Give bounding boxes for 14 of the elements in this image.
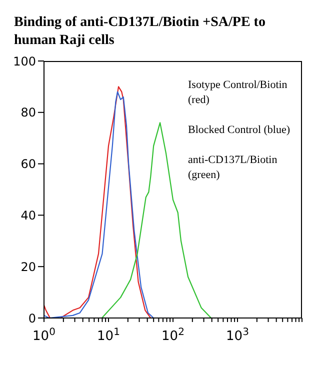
x-tick-label: 10$^{3}$ [226,326,249,344]
chart-title: Binding of anti-CD137L/Biotin +SA/PE to human Raji cells [13,14,266,50]
y-tick-label: 60 [20,157,36,172]
annotation: Blocked Control (blue) [188,123,292,138]
y-tick-label: 20 [20,260,36,274]
x-tick-label: 10$^{0}$ [32,326,56,344]
y-tick-label: 40 [20,208,36,222]
x-tick-label: 10$^{1}$ [97,326,120,344]
annotation: anti-CD137L/Biotin (green) [188,153,278,183]
annotation: Isotype Control/Biotin (red) [188,78,288,108]
y-tick-label: 100 [13,54,36,68]
y-tick-label: 80 [20,106,36,120]
y-tick-label: 0 [28,311,36,326]
x-tick-label: 10$^{2}$ [162,326,184,344]
